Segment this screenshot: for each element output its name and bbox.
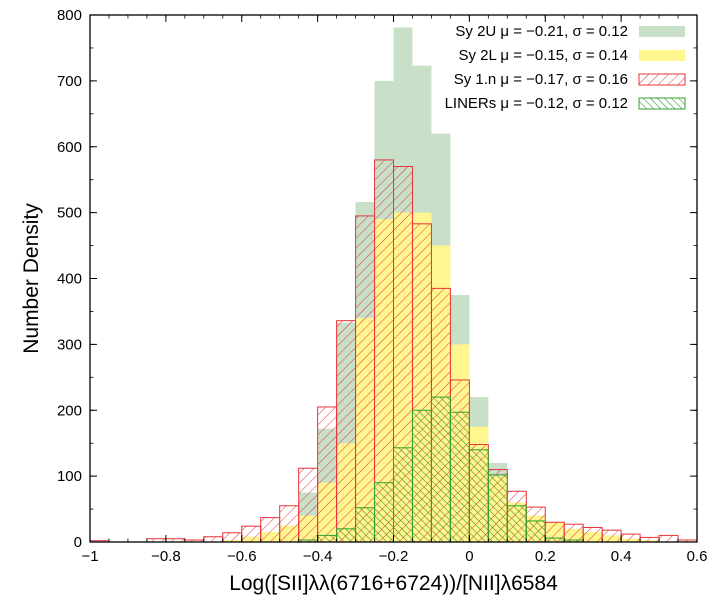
- y-axis-title: Number Density: [20, 203, 43, 354]
- bar: [601, 529, 622, 543]
- bar: [355, 507, 376, 543]
- bar: [468, 449, 489, 543]
- bar: [374, 482, 394, 543]
- x-tick-label: 0: [465, 548, 473, 565]
- bar: [582, 527, 603, 543]
- bar: [563, 523, 584, 543]
- y-tick-label: 700: [57, 73, 82, 90]
- y-tick-label: 800: [57, 7, 82, 24]
- bar: [487, 474, 508, 543]
- bar: [317, 534, 338, 543]
- bar: [393, 447, 413, 543]
- series-3: [298, 396, 584, 543]
- x-axis-title: Log([SII]λλ(6716+6724))/[NII]λ6584: [229, 572, 558, 595]
- plot-frame: [89, 14, 698, 543]
- y-tick-label: 100: [57, 468, 82, 485]
- bar: [430, 396, 451, 543]
- x-tick-label: −0.2: [379, 548, 409, 565]
- y-tick-label: 300: [57, 336, 82, 353]
- x-tick-label: −0.8: [151, 548, 181, 565]
- legend-swatch: [638, 97, 686, 110]
- bar: [317, 406, 338, 543]
- bar: [658, 534, 679, 543]
- bars-layer: [89, 27, 698, 543]
- bar: [260, 517, 281, 543]
- bar: [411, 409, 432, 543]
- x-tick-label: 0.6: [687, 548, 708, 565]
- x-tick-label: −0.6: [227, 548, 257, 565]
- bar: [449, 411, 470, 543]
- x-tick-label: −1: [81, 548, 98, 565]
- x-tick-label: −0.4: [303, 548, 333, 565]
- bar: [355, 215, 376, 543]
- bar: [336, 320, 357, 543]
- y-tick-label: 0: [74, 534, 82, 551]
- legend-swatch: [639, 50, 685, 61]
- y-tick-label: 200: [57, 402, 82, 419]
- bar: [639, 536, 660, 543]
- y-tick-label: 600: [57, 139, 82, 156]
- x-tick-label: 0.2: [535, 548, 556, 565]
- bar: [222, 532, 243, 543]
- legend-swatch: [639, 26, 685, 37]
- legend-label: Sy 2L μ = −0.15, σ = 0.14: [458, 47, 628, 64]
- legend-label: LINERs μ = −0.12, σ = 0.12: [445, 95, 628, 112]
- bar: [241, 525, 262, 543]
- legend-swatch: [638, 73, 686, 86]
- bar: [298, 467, 319, 543]
- y-tick-label: 400: [57, 271, 82, 288]
- bar: [203, 536, 224, 543]
- y-tick-label: 500: [57, 205, 82, 222]
- legend-label: Sy 2U μ = −0.21, σ = 0.12: [455, 23, 628, 40]
- bar: [620, 533, 641, 543]
- bar: [336, 528, 357, 543]
- x-tick-label: 0.4: [611, 548, 632, 565]
- legend-label: Sy 1.n μ = −0.17, σ = 0.16: [454, 71, 628, 88]
- legend: Sy 2U μ = −0.21, σ = 0.12 Sy 2L μ = −0.15…: [445, 23, 686, 112]
- bar: [506, 505, 527, 543]
- bar: [525, 520, 546, 543]
- bar: [279, 505, 300, 543]
